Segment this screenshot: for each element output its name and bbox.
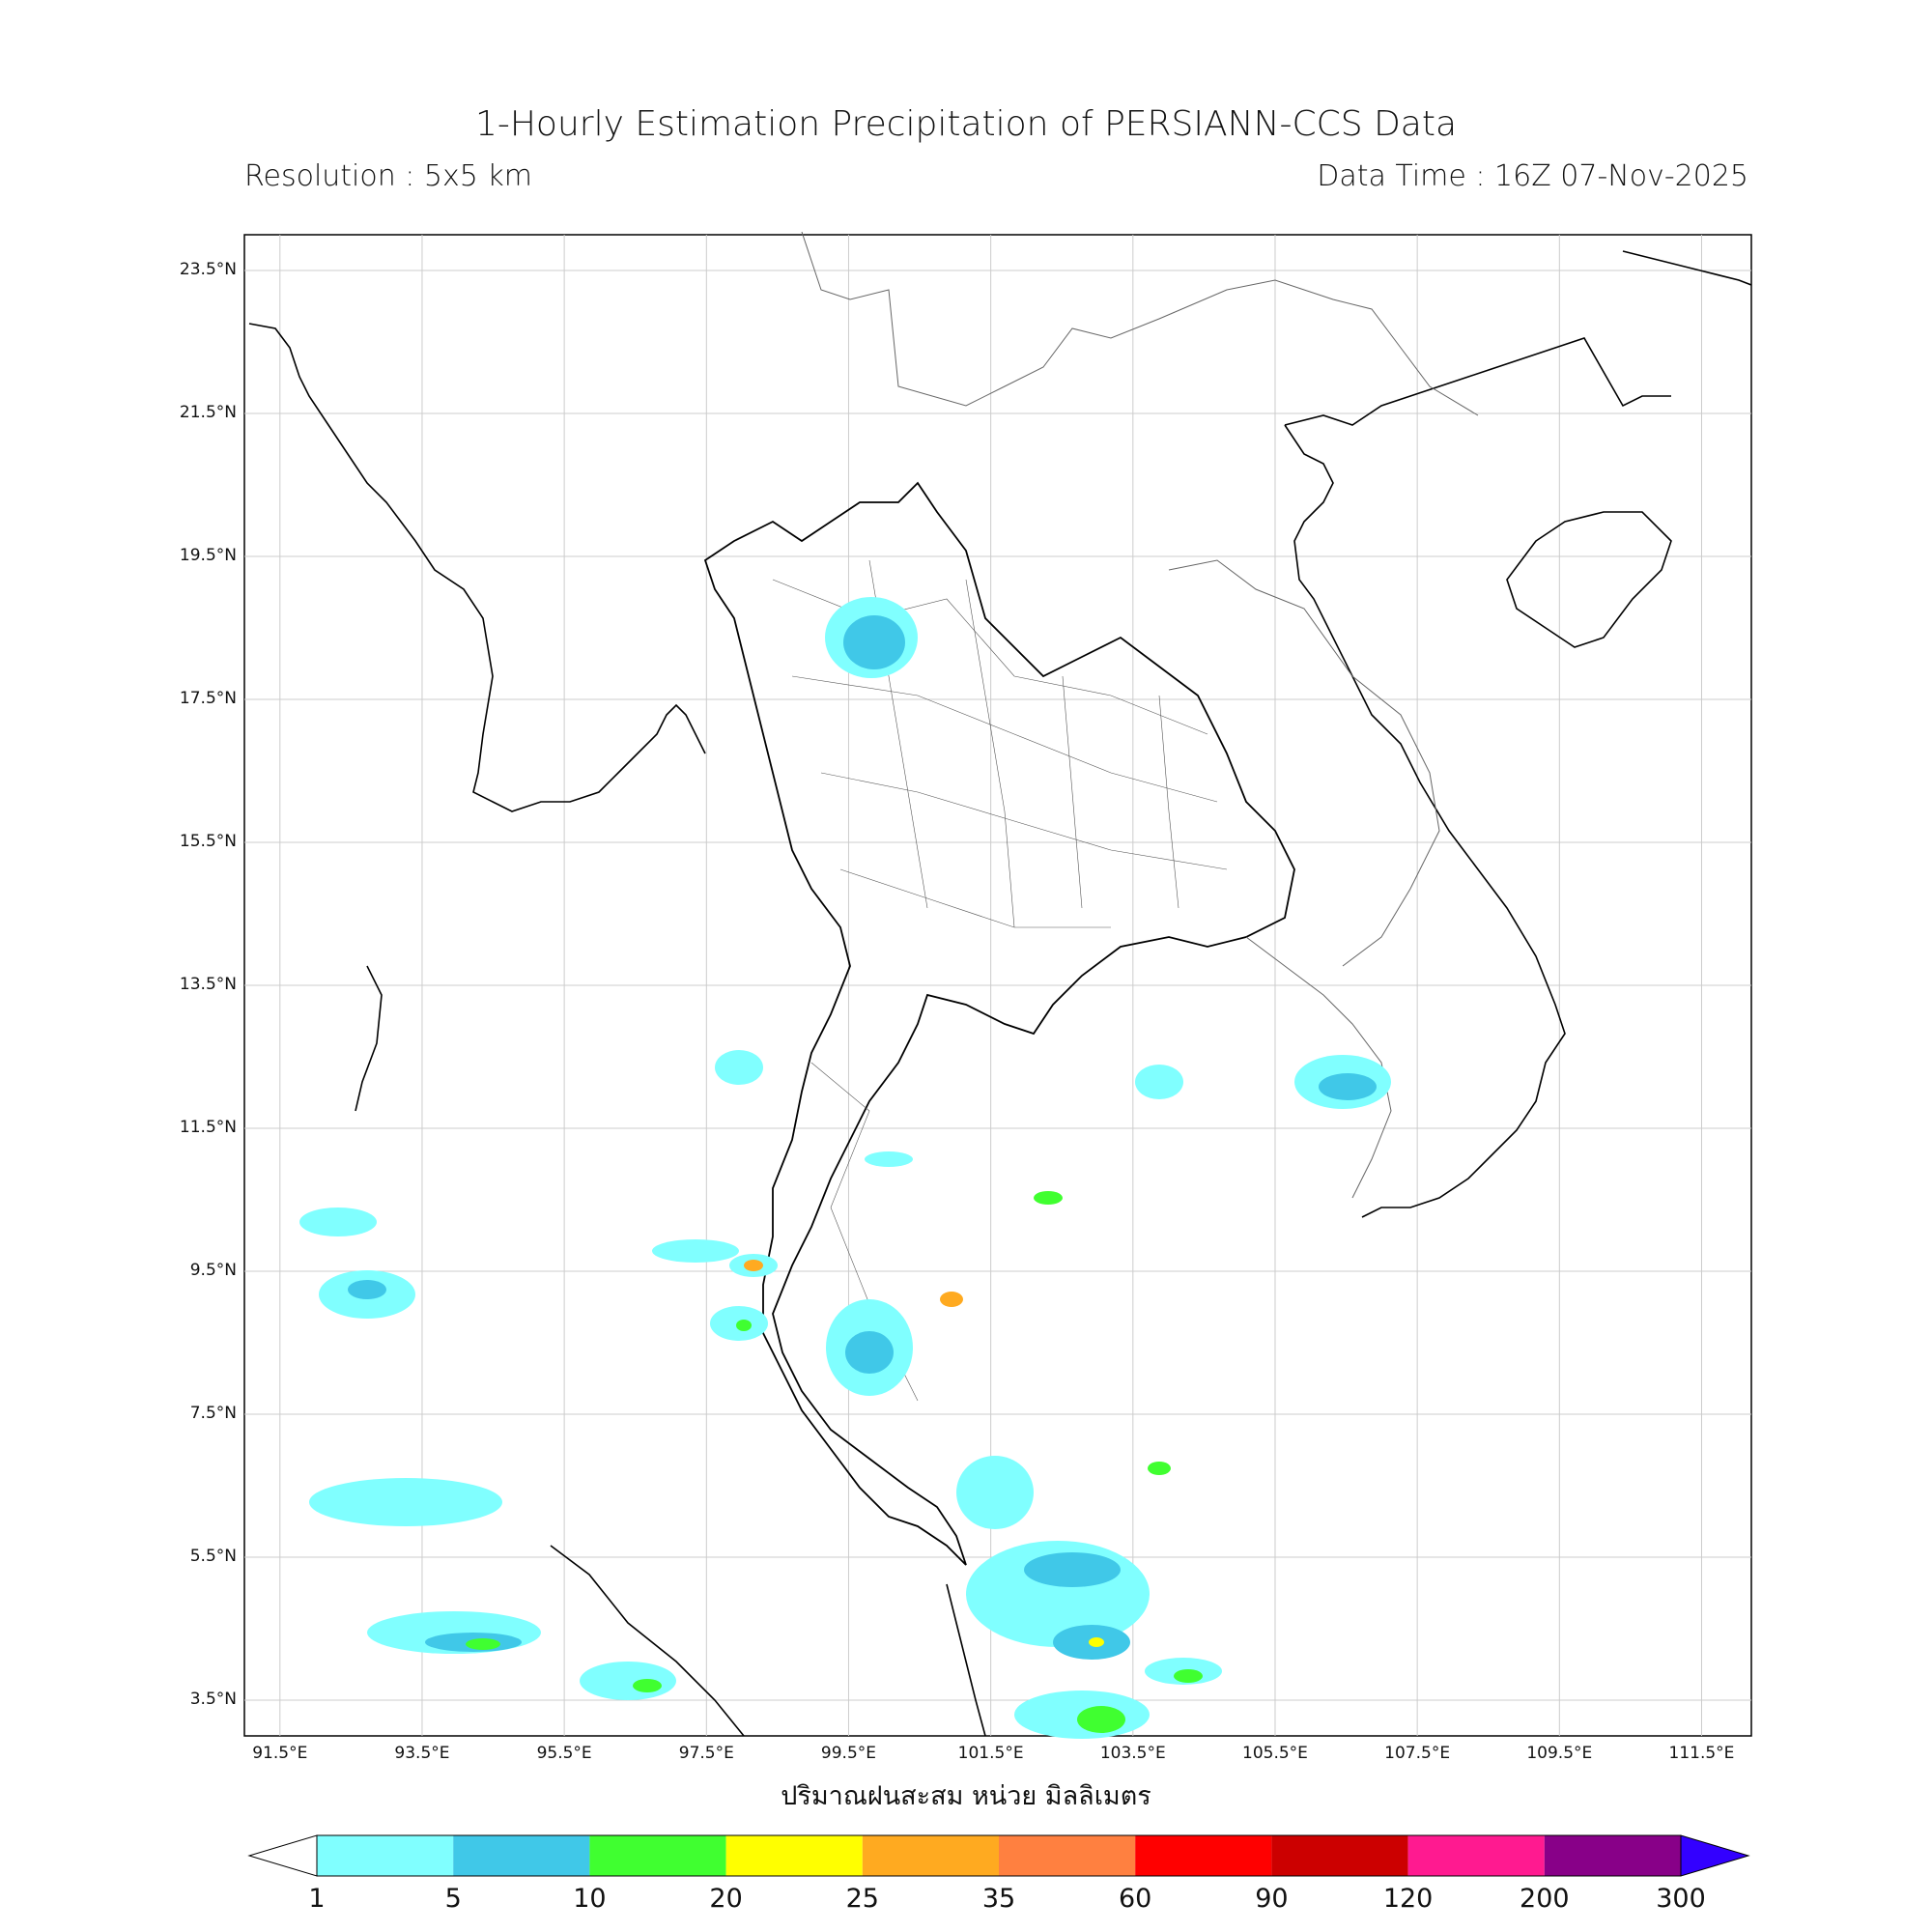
lon-tick-label: 91.5°E [252,1744,308,1763]
lat-tick-label: 21.5°N [179,403,237,422]
lat-tick-label: 15.5°N [179,832,237,851]
lat-tick-label: 5.5°N [189,1547,237,1566]
lat-tick-label: 17.5°N [179,689,237,708]
map-title: 1-Hourly Estimation Precipitation of PER… [474,104,1458,144]
lon-tick-label: 101.5°E [957,1744,1024,1763]
colorbar-segment [862,1835,999,1876]
coastlines [248,250,1752,1737]
colorbar-segment [589,1835,726,1876]
lat-tick-label: 3.5°N [189,1690,237,1709]
lat-tick-label: 23.5°N [179,260,237,279]
colorbar-level-label: 90 [1255,1884,1289,1914]
colorbar-level-label: 20 [709,1884,743,1914]
colorbar-extend-max [1680,1834,1750,1877]
colorbar-level-label: 10 [573,1884,607,1914]
country-borders [801,231,1479,1199]
colorbar-segment [1544,1835,1681,1876]
colorbar-segment [1407,1835,1545,1876]
xaxis-label: ปริมาณฝนสะสม หน่วย มิลลิเมตร [781,1781,1151,1811]
colorbar-level-label: 5 [444,1884,462,1914]
lat-tick-label: 9.5°N [189,1261,237,1280]
lat-tick-label: 13.5°N [179,975,237,994]
colorbar-level-label: 120 [1382,1884,1434,1914]
colorbar-segment [1271,1835,1408,1876]
lon-tick-label: 111.5°E [1668,1744,1735,1763]
thailand-outline [703,481,1295,1566]
lon-tick-label: 105.5°E [1242,1744,1308,1763]
lon-tick-label: 93.5°E [394,1744,450,1763]
lat-tick-label: 7.5°N [189,1404,237,1423]
lon-tick-label: 95.5°E [536,1744,592,1763]
lon-tick-label: 97.5°E [678,1744,734,1763]
colorbar-segment [999,1835,1136,1876]
colorbar-segment [453,1835,590,1876]
lat-tick-label: 11.5°N [179,1118,237,1137]
colorbar-segment [317,1835,454,1876]
colorbar-extend-min [247,1834,318,1877]
colorbar-segment [725,1835,863,1876]
colorbar-segment [1135,1835,1272,1876]
lon-tick-label: 99.5°E [820,1744,877,1763]
colorbar-level-label: 200 [1520,1884,1570,1914]
colorbar-level-label: 25 [845,1884,879,1914]
colorbar [247,1834,1750,1877]
colorbar-level-label: 1 [308,1884,326,1914]
lat-tick-label: 19.5°N [179,546,237,565]
data-time-label: Data Time : 16Z 07-Nov-2025 [1317,159,1748,193]
lon-tick-label: 103.5°E [1099,1744,1166,1763]
colorbar-frame [316,1834,1682,1877]
lon-tick-label: 109.5°E [1526,1744,1593,1763]
colorbar-level-label: 60 [1119,1884,1152,1914]
colorbar-level-label: 300 [1656,1884,1706,1914]
precipitation-cells [299,597,1391,1739]
colorbar-level-label: 35 [981,1884,1016,1914]
resolution-label: Resolution : 5x5 km [244,159,532,193]
lon-tick-label: 107.5°E [1384,1744,1451,1763]
